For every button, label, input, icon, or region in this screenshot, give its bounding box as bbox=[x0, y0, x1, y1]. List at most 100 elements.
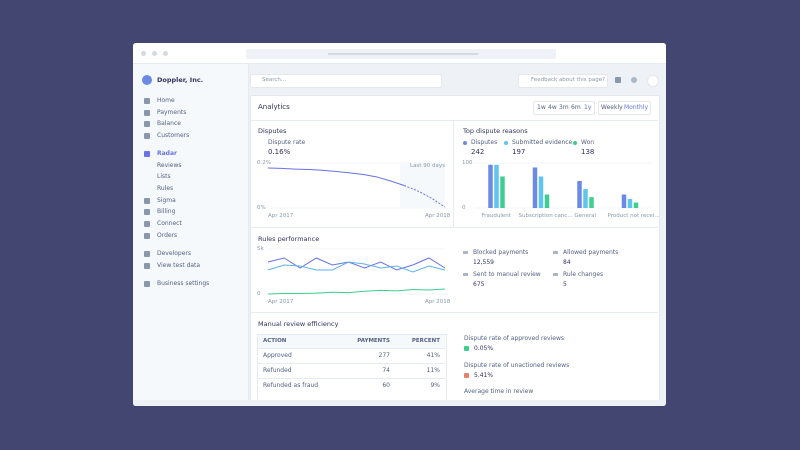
rules-line bbox=[267, 261, 446, 273]
nav-icon bbox=[144, 133, 150, 139]
dispute-line bbox=[267, 167, 405, 186]
bar bbox=[621, 194, 627, 208]
bar bbox=[494, 164, 499, 208]
row-divider bbox=[258, 348, 445, 349]
x-tick-label: Fraudulent bbox=[481, 213, 511, 219]
card bbox=[250, 95, 660, 406]
interval-button[interactable]: Weekly bbox=[601, 104, 623, 111]
rules-line bbox=[267, 257, 446, 271]
nav-item[interactable]: Home bbox=[157, 97, 175, 104]
nav-item[interactable]: Billing bbox=[157, 208, 176, 215]
range-button[interactable]: 3m bbox=[559, 104, 569, 111]
y-tick-label: 5k bbox=[257, 246, 264, 252]
logo bbox=[142, 75, 152, 85]
range-button[interactable]: 1y bbox=[584, 104, 592, 111]
nav-item[interactable]: Payments bbox=[157, 109, 187, 116]
nav-item[interactable]: Business settings bbox=[157, 280, 210, 287]
table-header bbox=[258, 335, 445, 348]
nav-icon bbox=[144, 198, 150, 204]
search[interactable]: Search... bbox=[262, 77, 287, 83]
icon bbox=[615, 77, 621, 83]
nav-item[interactable]: Customers bbox=[157, 132, 190, 139]
metric-value: 0.05% bbox=[474, 345, 494, 352]
metric-label: Dispute rate of unactioned reviews bbox=[464, 362, 570, 369]
company[interactable]: Doppler, Inc. bbox=[157, 76, 204, 84]
nav-icon bbox=[144, 233, 150, 239]
y-tick-label: 0.2% bbox=[257, 160, 271, 166]
nav-icon bbox=[144, 209, 150, 215]
range-button[interactable]: 1w bbox=[537, 104, 546, 111]
nav-icon bbox=[144, 221, 150, 227]
nav-item[interactable]: Lists bbox=[157, 173, 171, 180]
address-line bbox=[328, 53, 478, 55]
stat-value: 12,559 bbox=[473, 259, 494, 266]
section-title: Disputes bbox=[258, 127, 287, 135]
stat-icon bbox=[553, 273, 558, 276]
x-tick-label: General bbox=[574, 213, 597, 219]
range-band bbox=[400, 163, 445, 208]
bar bbox=[532, 167, 538, 208]
dot bbox=[152, 51, 157, 56]
interval-group bbox=[598, 101, 651, 115]
nav-icon bbox=[144, 110, 150, 116]
nav-item[interactable]: Rules bbox=[157, 185, 174, 192]
search-box[interactable] bbox=[250, 74, 442, 88]
bottom-mask bbox=[133, 400, 666, 406]
row-divider bbox=[258, 378, 445, 379]
icon bbox=[631, 77, 637, 83]
feedback-box[interactable] bbox=[518, 74, 608, 88]
bar bbox=[500, 176, 505, 208]
dot bbox=[141, 51, 146, 56]
legend-value: 197 bbox=[512, 148, 526, 156]
rules-line bbox=[267, 288, 446, 295]
cell: Approved bbox=[263, 352, 292, 359]
nav-icon bbox=[144, 121, 150, 127]
nav-item[interactable]: Reviews bbox=[157, 162, 182, 169]
interval-button[interactable]: Monthly bbox=[624, 104, 649, 111]
cell: 74 bbox=[382, 367, 390, 374]
page-title: Analytics bbox=[258, 103, 290, 111]
stat-value: 675 bbox=[473, 281, 485, 288]
column-header: ACTION bbox=[263, 338, 287, 344]
bar bbox=[589, 197, 594, 208]
legend-value: 242 bbox=[471, 148, 485, 156]
stat-icon bbox=[553, 251, 558, 254]
metric-label: Dispute rate of approved reviews bbox=[464, 335, 564, 342]
feedback[interactable]: Feedback about this page? bbox=[531, 77, 605, 83]
bar bbox=[538, 176, 544, 208]
x-label: Apr 2018 bbox=[425, 213, 451, 219]
metric-icon bbox=[464, 373, 469, 378]
nav-item[interactable]: Orders bbox=[157, 232, 178, 239]
bar bbox=[544, 194, 550, 208]
cell: 9% bbox=[430, 382, 440, 389]
nav-item[interactable]: Balance bbox=[157, 120, 181, 127]
y-tick-label: 0 bbox=[257, 291, 261, 297]
range-button[interactable]: 4w bbox=[548, 104, 557, 111]
divider bbox=[250, 312, 658, 313]
cell: 277 bbox=[378, 352, 390, 359]
bar bbox=[583, 189, 588, 208]
stat-icon bbox=[463, 251, 468, 254]
dot bbox=[163, 51, 168, 56]
legend-dot bbox=[463, 141, 467, 145]
cell: Refunded as fraud bbox=[263, 382, 319, 389]
nav-item[interactable]: Sigma bbox=[157, 197, 176, 204]
stat-label: Rule changes bbox=[563, 271, 604, 278]
y-tick-label: 0% bbox=[257, 205, 266, 211]
row-divider bbox=[258, 363, 445, 364]
metric-value: 5.41% bbox=[474, 372, 494, 379]
stat-icon bbox=[463, 273, 468, 276]
divider bbox=[250, 227, 658, 228]
cell: Refunded bbox=[263, 367, 292, 374]
nav-item[interactable]: View test data bbox=[157, 262, 201, 269]
range-button[interactable]: 6m bbox=[571, 104, 581, 111]
window bbox=[133, 43, 666, 406]
x-tick-label: Product not recei... bbox=[607, 213, 660, 219]
avatar[interactable] bbox=[647, 75, 659, 87]
nav-item[interactable]: Developers bbox=[157, 250, 191, 257]
nav-item[interactable]: Radar bbox=[157, 150, 177, 157]
x-tick-label: Subscription canc... bbox=[518, 213, 573, 219]
nav-item[interactable]: Connect bbox=[157, 220, 182, 227]
cell: 11% bbox=[426, 367, 440, 374]
